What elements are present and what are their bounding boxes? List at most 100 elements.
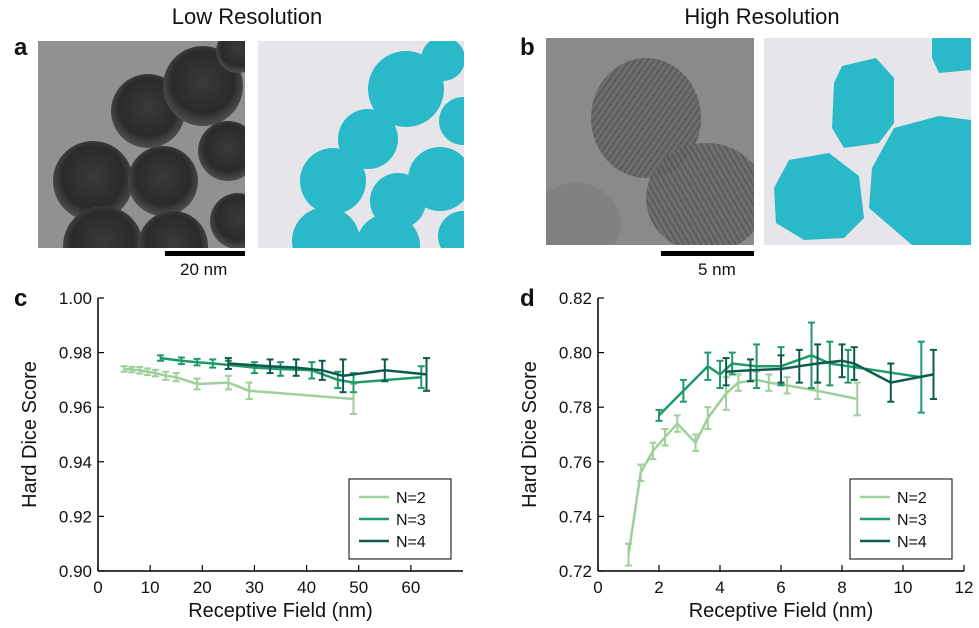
error-bar <box>649 441 657 461</box>
x-tick-label: 2 <box>654 578 663 597</box>
segmentation-mask-low-resolution <box>258 41 464 248</box>
x-tick-label: 40 <box>297 578 316 597</box>
error-bar <box>692 433 700 452</box>
legend-label-N=3: N=3 <box>897 512 927 529</box>
x-tick-label: 60 <box>401 578 420 597</box>
x-tick-label: 0 <box>93 578 102 597</box>
error-bar <box>318 359 326 381</box>
error-bar <box>637 463 645 482</box>
error-bar <box>753 343 761 390</box>
error-bar <box>838 343 846 379</box>
legend-label-N=4: N=4 <box>897 534 927 551</box>
error-bar <box>157 354 165 362</box>
error-bar <box>783 376 791 395</box>
error-bar <box>224 357 232 370</box>
error-bar <box>423 357 430 392</box>
x-tick-label: 12 <box>955 578 974 597</box>
y-tick-label: 1.00 <box>59 289 92 308</box>
error-bar <box>661 428 669 447</box>
column-title-low-resolution: Low Resolution <box>171 4 323 29</box>
y-tick-label: 0.90 <box>59 562 92 581</box>
error-bar <box>930 348 937 401</box>
error-bar <box>625 542 632 567</box>
error-bar <box>887 362 895 403</box>
x-tick-label: 10 <box>894 578 913 597</box>
x-tick-label: 0 <box>593 578 602 597</box>
scalebar-label-5nm: 5 nm <box>698 260 736 279</box>
y-tick-label: 0.72 <box>559 562 592 581</box>
x-tick-label: 6 <box>776 578 785 597</box>
column-title-high-resolution: High Resolution <box>684 4 840 29</box>
x-tick-label: 8 <box>837 578 846 597</box>
error-bar <box>679 378 687 403</box>
panel-letter-b: b <box>520 34 535 61</box>
y-tick-label: 0.94 <box>59 453 92 472</box>
error-bar <box>655 408 663 422</box>
chart-d-dice-vs-receptive-field-high-res: 0.72 0.74 0.76 0.78 0.80 0.82 0 2 4 6 8 10 12 Recepti… <box>519 289 974 622</box>
error-bar <box>850 346 858 381</box>
error-bar <box>245 381 253 401</box>
error-bar <box>162 370 170 381</box>
error-bar <box>673 414 681 433</box>
error-bar <box>765 373 773 392</box>
tem-image-low-resolution <box>38 41 245 248</box>
error-bar <box>722 357 730 387</box>
error-bar <box>808 321 815 390</box>
error-bar <box>339 358 347 394</box>
panel-letter-c: c <box>14 285 28 312</box>
error-bar <box>777 354 785 384</box>
x-tick-label: 20 <box>193 578 212 597</box>
y-tick-label: 0.96 <box>59 398 92 417</box>
error-bar <box>277 361 284 377</box>
error-bar <box>795 348 803 384</box>
error-bar <box>209 358 217 369</box>
x-tick-label: 10 <box>141 578 160 597</box>
error-bar <box>266 358 274 375</box>
y-tick-label: 0.98 <box>59 344 92 363</box>
error-bar <box>193 377 201 391</box>
series-line-N=4 <box>228 362 427 378</box>
scalebar-20nm <box>165 251 245 256</box>
x-tick-label: 4 <box>715 578 724 597</box>
error-bar <box>844 348 852 384</box>
y-axis-label: Hard Dice Score <box>519 361 541 508</box>
y-axis-label: Hard Dice Score <box>19 361 41 508</box>
error-bar <box>716 359 724 390</box>
panel-letter-d: d <box>520 285 535 312</box>
error-bar <box>136 366 144 375</box>
legend-label-N=2: N=2 <box>396 490 426 507</box>
x-axis-label: Receptive Field (nm) <box>188 600 373 622</box>
panel-letter-a: a <box>14 34 28 61</box>
x-tick-label: 50 <box>349 578 368 597</box>
segmentation-mask-high-resolution <box>764 38 971 245</box>
error-bar <box>128 365 136 374</box>
error-bar <box>193 357 201 367</box>
y-tick-label: 0.92 <box>59 507 92 526</box>
error-bar <box>120 365 128 373</box>
scalebar-label-20nm: 20 nm <box>180 260 228 279</box>
error-bar <box>734 373 742 392</box>
error-bar <box>826 340 834 387</box>
legend-label-N=3: N=3 <box>396 512 426 529</box>
error-bar <box>172 372 180 383</box>
error-bar <box>144 367 152 376</box>
chart-c-dice-vs-receptive-field-low-res: 0.90 0.92 0.94 0.96 0.98 1.00 0 10 20 30 40 50 60 Rec… <box>19 289 463 622</box>
error-bar <box>417 365 425 390</box>
error-bar <box>814 343 822 384</box>
legend-label-N=2: N=2 <box>897 490 927 507</box>
error-bar <box>224 374 232 391</box>
error-bar <box>704 351 712 381</box>
scalebar-5nm <box>661 251 754 256</box>
error-bar <box>177 356 185 366</box>
error-bar <box>853 381 861 417</box>
legend-label-N=4: N=4 <box>396 534 426 551</box>
x-tick-label: 30 <box>245 578 264 597</box>
error-bar <box>250 361 258 375</box>
y-tick-label: 0.82 <box>559 289 592 308</box>
error-bar <box>151 368 159 378</box>
error-bar <box>381 358 389 383</box>
y-tick-label: 0.80 <box>559 344 592 363</box>
y-tick-label: 0.76 <box>559 453 592 472</box>
tem-image-high-resolution <box>546 38 754 245</box>
error-bar <box>747 358 754 383</box>
